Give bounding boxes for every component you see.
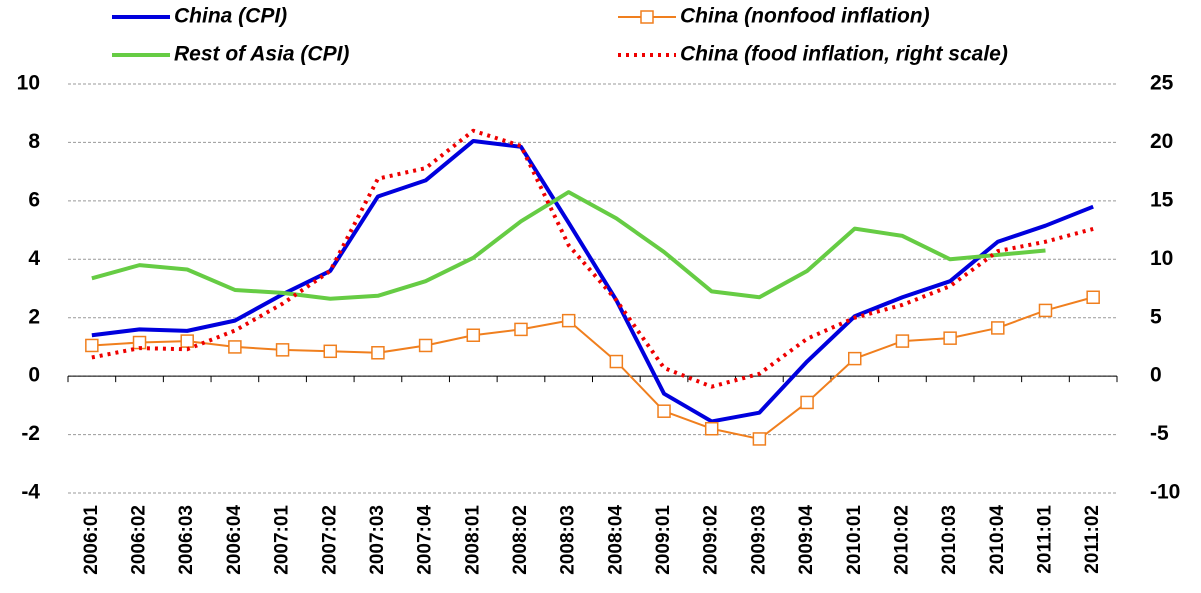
- series-marker: [752, 432, 767, 446]
- series-marker: [514, 322, 528, 337]
- series-marker: [466, 328, 481, 342]
- series-marker: [418, 338, 433, 353]
- x-tick-label: 2009:03: [748, 505, 769, 575]
- series-marker: [800, 395, 814, 410]
- x-tick-label: 2010:04: [987, 505, 1008, 575]
- y2-tick-label: 25: [1150, 72, 1174, 95]
- series-marker: [1086, 290, 1100, 305]
- x-tick-label: 2009:04: [796, 505, 817, 575]
- series-marker: [1038, 303, 1053, 318]
- series-marker: [561, 313, 576, 328]
- series-marker: [609, 354, 624, 369]
- y2-tick-label: 15: [1150, 188, 1174, 211]
- series-marker: [991, 321, 1005, 335]
- y2-tick-label: 0: [1150, 364, 1162, 387]
- series-marker: [657, 404, 671, 418]
- y-tick-label: 8: [28, 130, 40, 153]
- x-tick-label: 2007:04: [415, 505, 436, 575]
- y-tick-label: 0: [28, 364, 40, 387]
- y-tick-label: 10: [17, 72, 40, 95]
- x-tick-label: 2010:01: [844, 505, 865, 575]
- y2-tick-label: -10: [1150, 481, 1180, 504]
- legend-marker: [640, 10, 654, 24]
- series-marker: [85, 338, 99, 353]
- x-tick-label: 2011:01: [1034, 505, 1055, 574]
- y-tick-label: 2: [28, 305, 40, 328]
- x-tick-label: 2007:03: [367, 505, 388, 575]
- y-tick-label: 6: [28, 188, 40, 211]
- series-marker: [228, 340, 242, 354]
- legend-label: Rest of Asia (CPI): [174, 43, 349, 66]
- y2-tick-label: 10: [1150, 247, 1173, 270]
- y-tick-label: -2: [21, 422, 40, 445]
- x-tick-label: 2008:04: [605, 505, 626, 575]
- legend-label: China (nonfood inflation): [680, 5, 930, 28]
- x-tick-label: 2006:03: [176, 505, 197, 575]
- series-marker: [275, 343, 290, 357]
- series-marker: [704, 421, 719, 436]
- legend-label: China (CPI): [174, 5, 287, 28]
- x-tick-label: 2006:02: [129, 505, 150, 575]
- series-marker: [848, 351, 862, 366]
- x-tick-label: 2008:02: [510, 505, 531, 575]
- x-tick-label: 2009:01: [653, 505, 674, 575]
- x-tick-label: 2007:02: [319, 505, 340, 575]
- x-tick-label: 2006:01: [81, 505, 102, 575]
- series-line: [91, 190, 1046, 301]
- series-marker: [943, 331, 957, 345]
- y2-tick-label: -5: [1150, 422, 1169, 445]
- y-tick-label: 4: [28, 247, 40, 270]
- x-tick-label: 2009:02: [701, 505, 722, 575]
- x-tick-label: 2006:04: [224, 505, 245, 575]
- x-tick-label: 2010:03: [939, 505, 960, 575]
- series-marker: [180, 334, 194, 348]
- series-line: [91, 138, 1094, 424]
- series-line: [91, 296, 1094, 440]
- legend-label: China (food inflation, right scale): [680, 43, 1008, 66]
- x-tick-label: 2011:02: [1082, 505, 1103, 574]
- y2-tick-label: 20: [1150, 130, 1173, 153]
- series-marker: [323, 344, 337, 359]
- series-marker: [371, 346, 385, 360]
- x-tick-label: 2008:03: [558, 505, 579, 575]
- x-tick-label: 2007:01: [272, 505, 293, 575]
- y2-tick-label: 5: [1150, 305, 1162, 328]
- x-tick-label: 2008:01: [462, 505, 483, 575]
- series-marker: [895, 334, 910, 348]
- x-tick-label: 2010:02: [891, 505, 912, 575]
- y-tick-label: -4: [21, 481, 40, 504]
